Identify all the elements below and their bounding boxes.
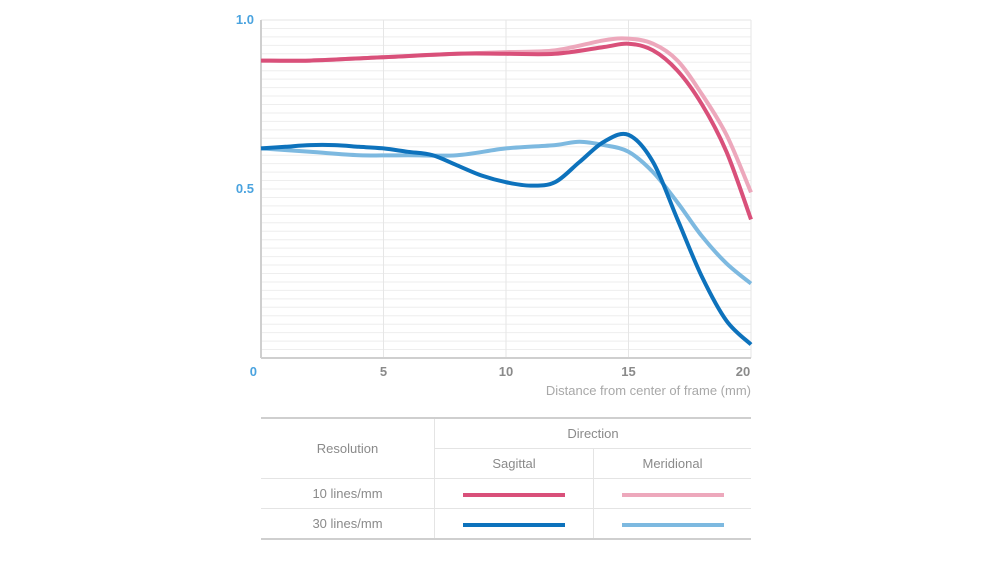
- legend-meridional-header: Meridional: [593, 448, 751, 479]
- legend-sagittal-header: Sagittal: [434, 448, 594, 479]
- series-line-30-lines-mm-sagittal: [260, 131, 753, 346]
- series-line-10-lines-mm-sagittal: [260, 41, 753, 221]
- legend-swatch-10-meridional: [621, 492, 724, 497]
- x-tick-label: 0: [250, 364, 257, 379]
- x-tick-label: 20: [736, 364, 750, 379]
- legend-direction-header: Direction: [434, 418, 751, 449]
- series-layer: [260, 36, 753, 346]
- legend-swatch-30-sagittal: [463, 522, 565, 527]
- series-line-30-lines-mm-meridional: [260, 139, 753, 286]
- legend-row-label: 30 lines/mm: [261, 508, 435, 539]
- legend-swatch-30-meridional: [621, 522, 724, 527]
- ticks-layer: 1.0 0.5 0 5 10 15 20: [236, 12, 750, 379]
- y-tick-label: 1.0: [236, 12, 254, 27]
- x-tick-label: 5: [380, 364, 387, 379]
- legend-row-10: 10 lines/mm: [261, 478, 751, 509]
- x-tick-label: 10: [499, 364, 513, 379]
- legend-row-30: 30 lines/mm: [261, 508, 751, 539]
- legend-resolution-header: Resolution: [261, 418, 435, 479]
- x-tick-label: 15: [621, 364, 635, 379]
- legend-row-label: 10 lines/mm: [261, 478, 435, 509]
- legend-table: Resolution Direction Sagittal Meridional…: [261, 417, 751, 540]
- legend-swatch-10-sagittal: [463, 492, 565, 497]
- mtf-chart: 1.0 0.5 0 5 10 15 20 Distance from center of f…: [236, 12, 753, 398]
- major-gridlines: [261, 19, 752, 358]
- y-tick-label: 0.5: [236, 181, 254, 196]
- x-axis-label: Distance from center of frame (mm): [546, 383, 751, 398]
